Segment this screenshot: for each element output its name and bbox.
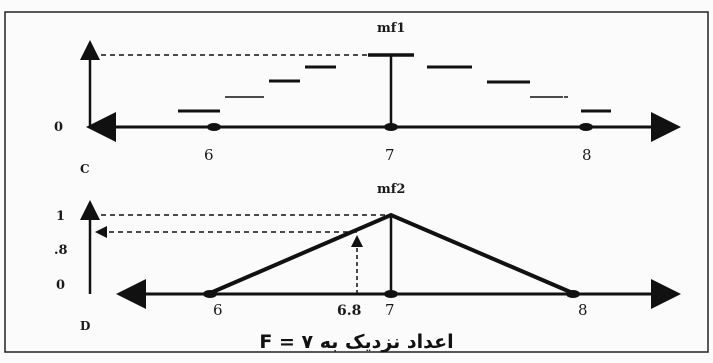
- bottom-tick-label: 8: [578, 301, 588, 319]
- triangle-membership: [207, 212, 576, 296]
- top-tick-label: 6: [204, 146, 214, 164]
- bottom-y-label-1: 1: [56, 209, 65, 224]
- bottom-peak-label: mf2: [377, 182, 405, 197]
- tick-dot-6: [207, 123, 221, 131]
- bottom-tick-label: 6: [213, 301, 223, 319]
- top-tick-label: 7: [385, 146, 395, 164]
- tick-dot-8: [566, 290, 580, 298]
- top-tick-label: 8: [582, 146, 592, 164]
- bottom-panel: mf2 1 .8 0 D 6 6.8 7 8: [54, 182, 681, 333]
- figure-caption: F = اعداد نزدیک به ۷: [259, 331, 454, 353]
- top-zero-label: 0: [54, 120, 63, 135]
- bottom-tick-label: 6.8: [337, 303, 361, 319]
- tick-dot-7: [384, 123, 398, 131]
- bottom-y-label-08: .8: [54, 243, 68, 258]
- tick-dot-7: [384, 290, 398, 298]
- tick-dot-6: [203, 290, 217, 298]
- bottom-panel-label: D: [80, 319, 90, 333]
- bottom-y-label-0: 0: [56, 278, 65, 293]
- outer-border: [4, 11, 709, 353]
- top-peak-label: mf1: [377, 21, 405, 36]
- tick-dot-8: [579, 123, 593, 131]
- top-panel-label: C: [80, 162, 90, 176]
- top-panel: mf1 0 C 6 7 8: [54, 21, 681, 176]
- bottom-tick-label: 7: [385, 301, 395, 319]
